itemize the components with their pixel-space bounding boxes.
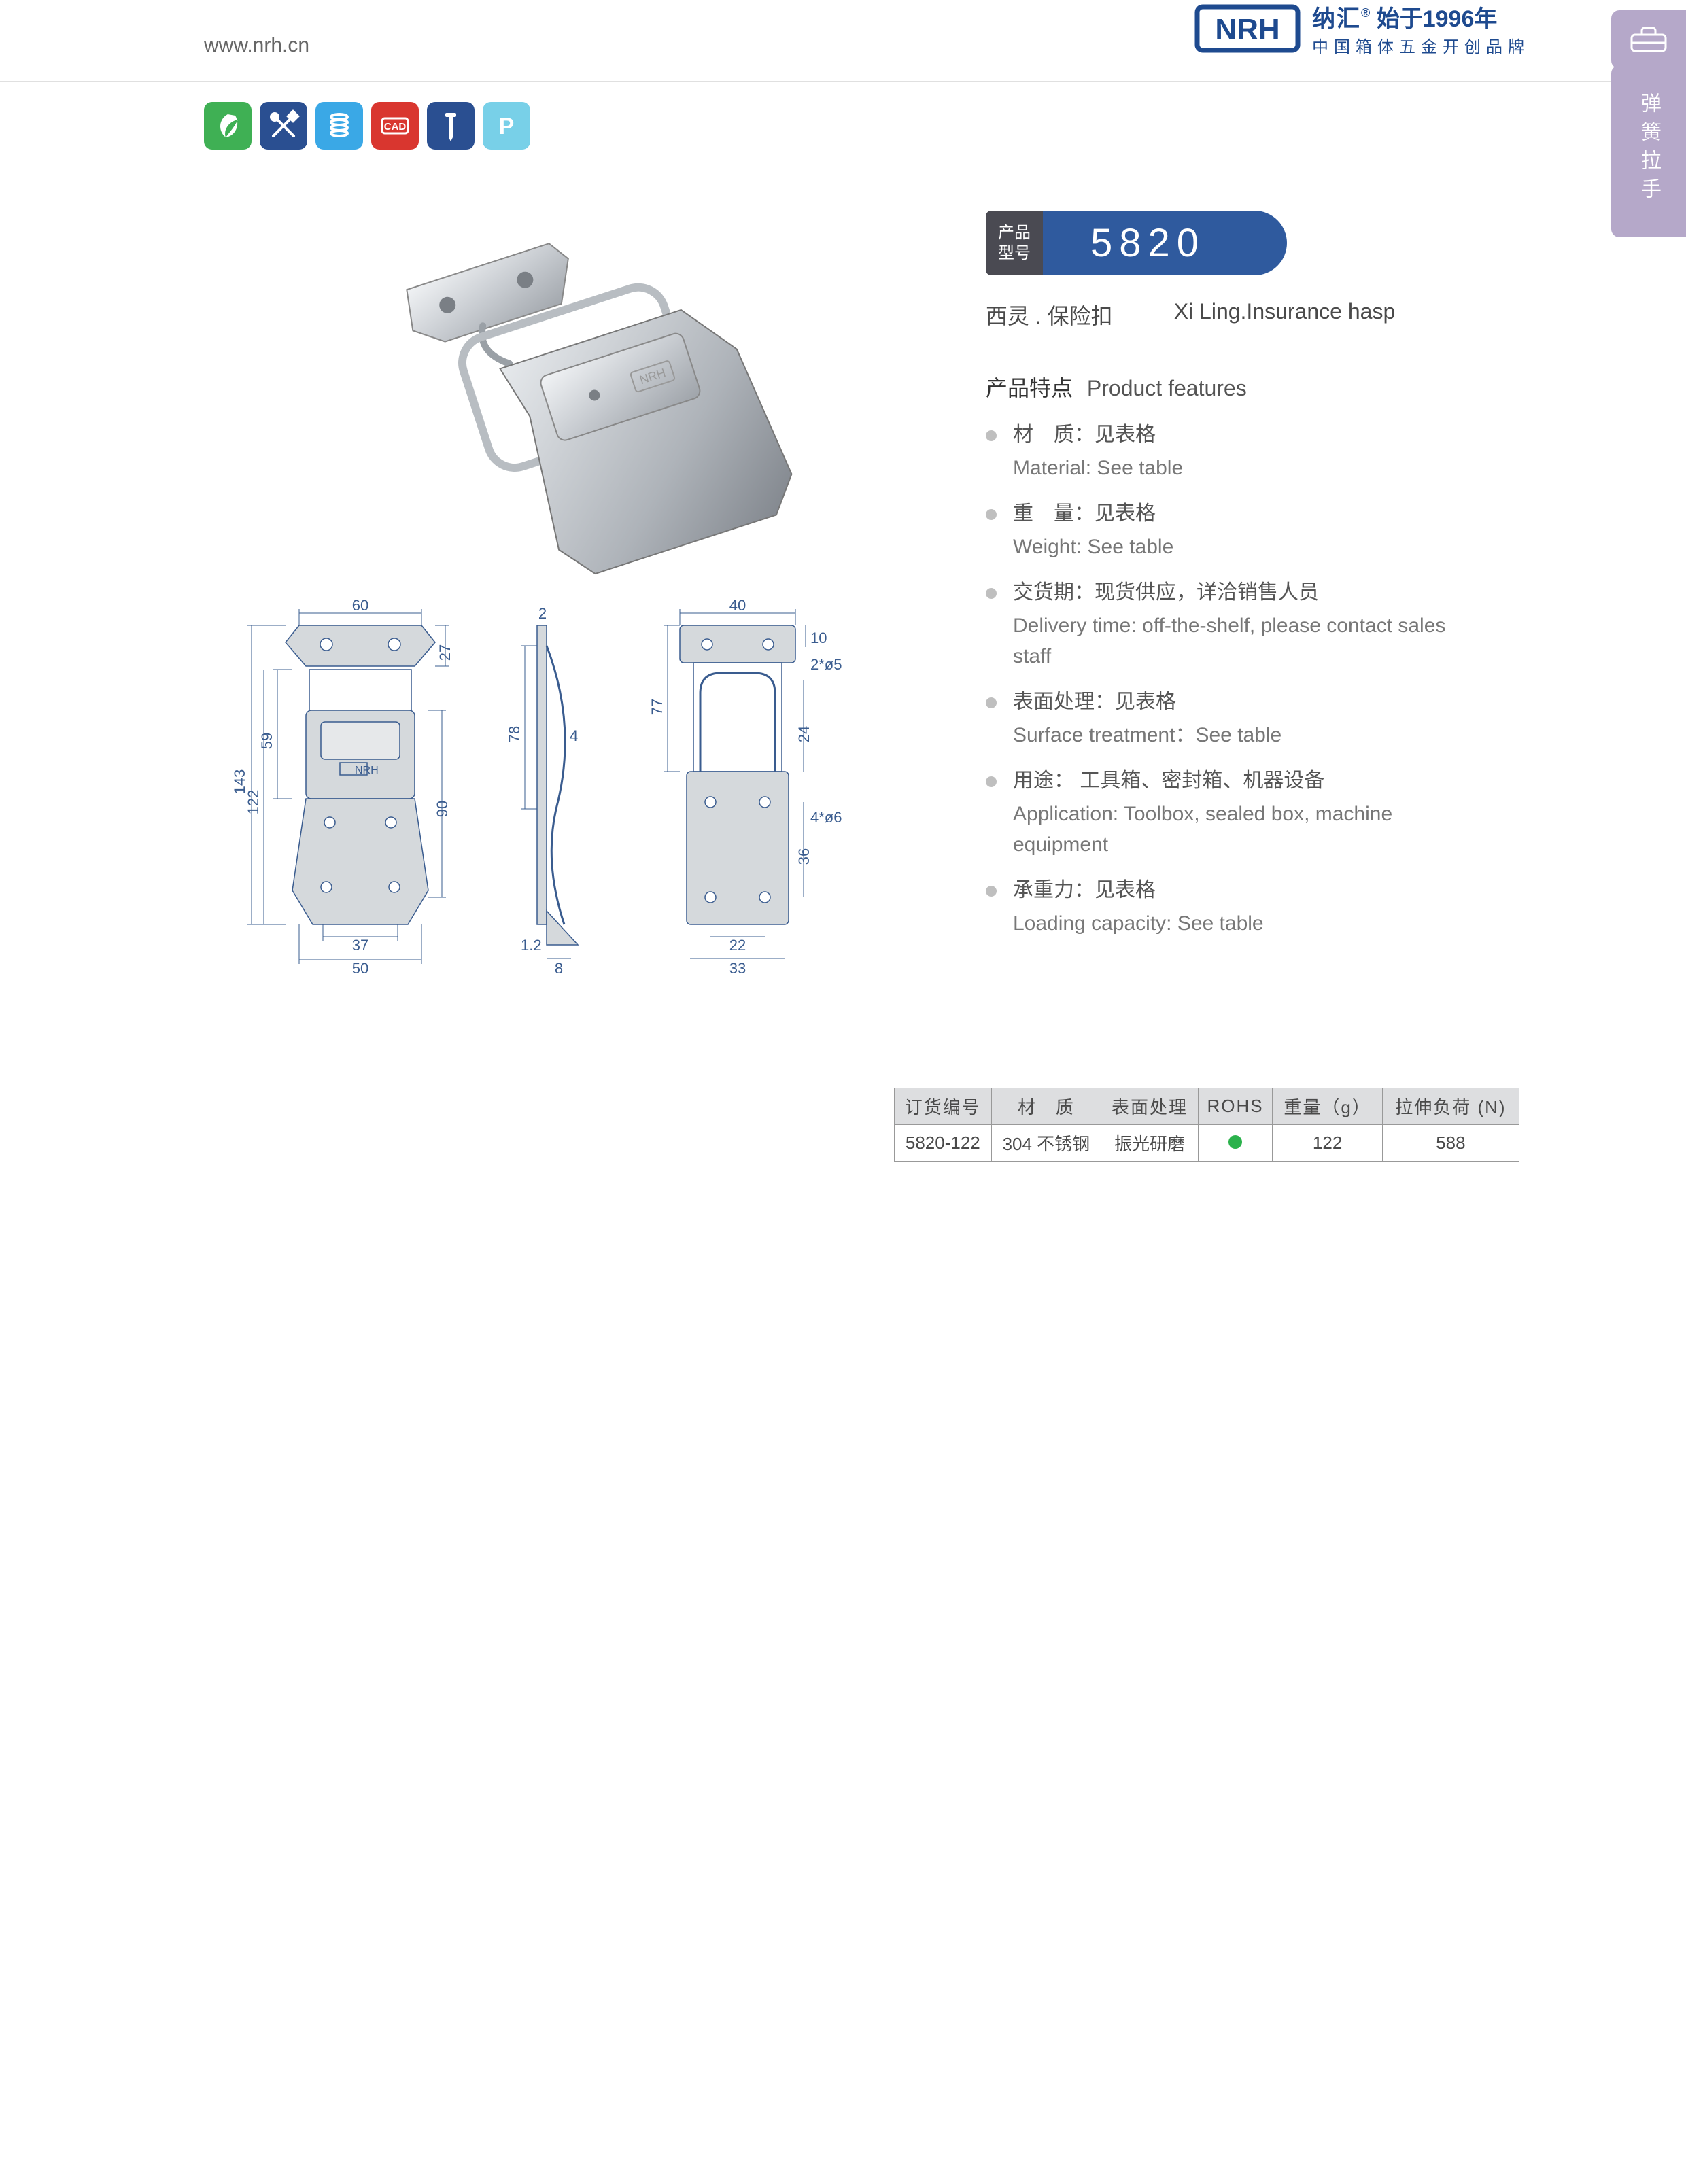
model-label-line1: 产品 bbox=[998, 223, 1031, 243]
toolbox-icon bbox=[1628, 22, 1669, 56]
svg-text:59: 59 bbox=[258, 733, 275, 749]
feature-cn: 交货期：现货供应，详洽销售人员 bbox=[1013, 577, 1482, 608]
feature-cn: 用途： 工具箱、密封箱、机器设备 bbox=[1013, 765, 1482, 796]
cell-finish: 振光研磨 bbox=[1101, 1125, 1199, 1162]
model-badge: 产品 型号 5820 bbox=[986, 211, 1482, 275]
svg-text:NRH: NRH bbox=[355, 765, 379, 776]
feature-cn: 表面处理：见表格 bbox=[1013, 687, 1482, 717]
product-name-en: Xi Ling.Insurance hasp bbox=[1174, 299, 1396, 330]
feature-item: 用途： 工具箱、密封箱、机器设备 Application: Toolbox, s… bbox=[986, 765, 1482, 860]
col-weight: 重量（g） bbox=[1273, 1088, 1382, 1125]
brand-name-cn: 纳汇 bbox=[1312, 6, 1361, 32]
feature-en: Loading capacity: See table bbox=[1013, 908, 1482, 939]
cell-code: 5820-122 bbox=[895, 1125, 992, 1162]
svg-text:36: 36 bbox=[795, 848, 812, 865]
feature-cn: 承重力：见表格 bbox=[1013, 875, 1482, 905]
cell-material: 304 不锈钢 bbox=[991, 1125, 1101, 1162]
main-columns: NRH bbox=[204, 177, 1482, 1020]
feature-en: Delivery time: off-the-shelf, please con… bbox=[1013, 610, 1482, 672]
spring-coil-icon bbox=[315, 102, 363, 150]
feature-en: Material: See table bbox=[1013, 453, 1482, 483]
col-code: 订货编号 bbox=[895, 1088, 992, 1125]
cell-load: 588 bbox=[1382, 1125, 1519, 1162]
model-label-line2: 型号 bbox=[998, 243, 1031, 264]
col-finish: 表面处理 bbox=[1101, 1088, 1199, 1125]
svg-text:60: 60 bbox=[352, 597, 368, 614]
col-rohs: ROHS bbox=[1198, 1088, 1273, 1125]
right-column: 产品 型号 5820 西灵 . 保险扣 Xi Ling.Insurance ha… bbox=[986, 177, 1482, 1020]
cad-icon: CAD bbox=[371, 102, 419, 150]
svg-text:27: 27 bbox=[436, 644, 453, 661]
svg-text:2*ø5: 2*ø5 bbox=[810, 656, 842, 673]
svg-text:P: P bbox=[499, 114, 515, 139]
svg-text:8: 8 bbox=[555, 960, 563, 977]
product-name: 西灵 . 保险扣 Xi Ling.Insurance hasp bbox=[986, 299, 1482, 330]
model-number: 5820 bbox=[1043, 211, 1287, 275]
svg-text:24: 24 bbox=[795, 726, 812, 742]
cell-weight: 122 bbox=[1273, 1125, 1382, 1162]
eco-leaf-icon bbox=[204, 102, 252, 150]
feature-item: 交货期：现货供应，详洽销售人员 Delivery time: off-the-s… bbox=[986, 577, 1482, 672]
table-row: 5820-122 304 不锈钢 振光研磨 122 588 bbox=[895, 1125, 1519, 1162]
features-title-en: Product features bbox=[1087, 376, 1247, 400]
feature-item: 材 质：见表格 Material: See table bbox=[986, 419, 1482, 483]
features-title-cn: 产品特点 bbox=[986, 376, 1073, 400]
feature-icon-row: CAD P bbox=[204, 102, 1482, 150]
nrh-logo: NRH bbox=[1193, 1, 1302, 56]
side-tab-icon-card[interactable] bbox=[1611, 10, 1686, 69]
spec-table-container: 订货编号 材 质 表面处理 ROHS 重量（g） 拉伸负荷 (N) 5820-1… bbox=[894, 1088, 1519, 1162]
product-name-cn: 西灵 . 保险扣 bbox=[986, 299, 1113, 330]
brand-since: 始于1996年 bbox=[1377, 6, 1498, 32]
svg-text:4: 4 bbox=[570, 727, 578, 744]
svg-text:1.2: 1.2 bbox=[521, 937, 542, 954]
feature-en: Surface treatment：See table bbox=[1013, 720, 1482, 750]
p-icon: P bbox=[483, 102, 530, 150]
feature-en: Application: Toolbox, sealed box, machin… bbox=[1013, 799, 1482, 860]
feature-en: Weight: See table bbox=[1013, 532, 1482, 562]
svg-text:22: 22 bbox=[729, 937, 746, 954]
svg-text:90: 90 bbox=[434, 801, 451, 817]
svg-text:78: 78 bbox=[506, 726, 523, 742]
model-label: 产品 型号 bbox=[986, 211, 1043, 275]
feature-list: 材 质：见表格 Material: See table 重 量：见表格 Weig… bbox=[986, 419, 1482, 939]
svg-text:40: 40 bbox=[729, 597, 746, 614]
rohs-dot-icon bbox=[1228, 1135, 1242, 1149]
content-area: CAD P bbox=[0, 82, 1686, 1020]
brand-text: 纳汇® 始于1996年 中国箱体五金开创品牌 bbox=[1312, 0, 1530, 57]
feature-cn: 材 质：见表格 bbox=[1013, 419, 1482, 450]
feature-item: 表面处理：见表格 Surface treatment：See table bbox=[986, 687, 1482, 750]
page-header: www.nrh.cn NRH 纳汇® 始于1996年 中国箱体五金开创品牌 bbox=[0, 0, 1686, 82]
svg-text:2: 2 bbox=[538, 605, 547, 622]
brand-tagline: 中国箱体五金开创品牌 bbox=[1312, 33, 1530, 57]
svg-text:4*ø6: 4*ø6 bbox=[810, 809, 842, 826]
svg-text:37: 37 bbox=[352, 937, 368, 954]
tools-cross-icon bbox=[260, 102, 307, 150]
features-title: 产品特点 Product features bbox=[986, 371, 1482, 402]
website-url: www.nrh.cn bbox=[204, 34, 309, 57]
table-header-row: 订货编号 材 质 表面处理 ROHS 重量（g） 拉伸负荷 (N) bbox=[895, 1088, 1519, 1125]
left-column: NRH bbox=[204, 177, 945, 1020]
svg-text:10: 10 bbox=[810, 629, 827, 646]
svg-text:77: 77 bbox=[649, 699, 666, 715]
technical-drawing: 60 27 59 143 122 90 37 50 bbox=[204, 585, 884, 1020]
brand-reg: ® bbox=[1361, 6, 1370, 20]
svg-text:NRH: NRH bbox=[1215, 13, 1279, 46]
svg-text:50: 50 bbox=[352, 960, 368, 977]
feature-item: 重 量：见表格 Weight: See table bbox=[986, 498, 1482, 562]
screw-icon bbox=[427, 102, 475, 150]
cell-rohs bbox=[1198, 1125, 1273, 1162]
svg-text:CAD: CAD bbox=[384, 121, 407, 133]
col-load: 拉伸负荷 (N) bbox=[1382, 1088, 1519, 1125]
feature-cn: 重 量：见表格 bbox=[1013, 498, 1482, 529]
col-material: 材 质 bbox=[991, 1088, 1101, 1125]
svg-text:33: 33 bbox=[729, 960, 746, 977]
spec-table: 订货编号 材 质 表面处理 ROHS 重量（g） 拉伸负荷 (N) 5820-1… bbox=[894, 1088, 1519, 1162]
brand-block: NRH 纳汇® 始于1996年 中国箱体五金开创品牌 bbox=[1193, 0, 1530, 57]
svg-text:122: 122 bbox=[245, 790, 262, 815]
product-render: NRH bbox=[306, 177, 918, 585]
feature-item: 承重力：见表格 Loading capacity: See table bbox=[986, 875, 1482, 939]
